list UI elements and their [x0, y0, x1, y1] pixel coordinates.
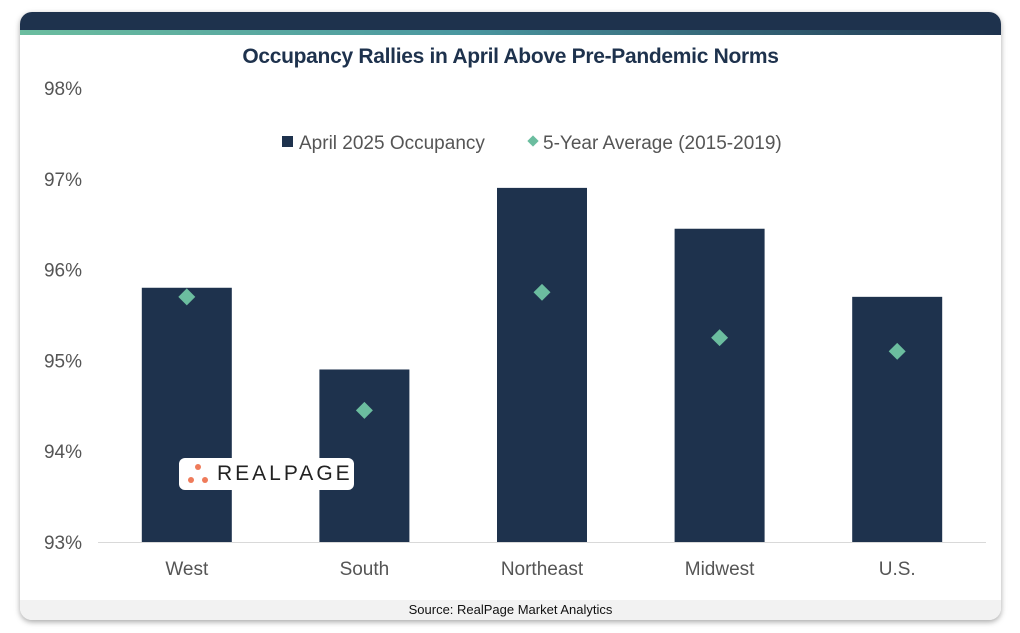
- bar-northeast: [497, 187, 587, 542]
- chart-title: Occupancy Rallies in April Above Pre-Pan…: [242, 45, 779, 68]
- y-tick-label: 94%: [44, 442, 82, 463]
- realpage-logo: REALPAGE: [179, 458, 354, 490]
- y-tick-label: 96%: [44, 261, 82, 282]
- y-tick-label: 97%: [44, 170, 82, 191]
- x-tick-label: Midwest: [685, 559, 755, 580]
- bar-south: [319, 369, 410, 542]
- header-band: [20, 12, 1001, 30]
- x-tick-label: South: [340, 559, 390, 580]
- x-tick-label: Northeast: [501, 559, 584, 580]
- bar-midwest: [674, 228, 765, 543]
- source-note: Source: RealPage Market Analytics: [20, 600, 1001, 620]
- y-tick-label: 93%: [44, 533, 82, 554]
- average-marker: [355, 401, 373, 419]
- x-tick-label: U.S.: [879, 559, 916, 580]
- bar-us: [852, 296, 943, 542]
- legend-label: April 2025 Occupancy: [299, 133, 485, 154]
- average-marker: [711, 329, 729, 347]
- accent-strip: [20, 30, 1001, 35]
- average-marker: [533, 283, 551, 301]
- y-tick-label: 95%: [44, 351, 82, 372]
- average-marker: [178, 288, 196, 306]
- average-marker: [888, 342, 906, 360]
- x-tick-label: West: [165, 559, 209, 580]
- logo-dots-icon: [188, 464, 208, 483]
- y-tick-label: 98%: [44, 79, 82, 100]
- bar-west: [141, 287, 232, 542]
- logo-text: REALPAGE: [217, 462, 353, 485]
- legend-swatch-diamond: [527, 135, 539, 147]
- legend-label: 5-Year Average (2015-2019): [543, 133, 782, 154]
- legend-swatch-bar: [282, 136, 293, 147]
